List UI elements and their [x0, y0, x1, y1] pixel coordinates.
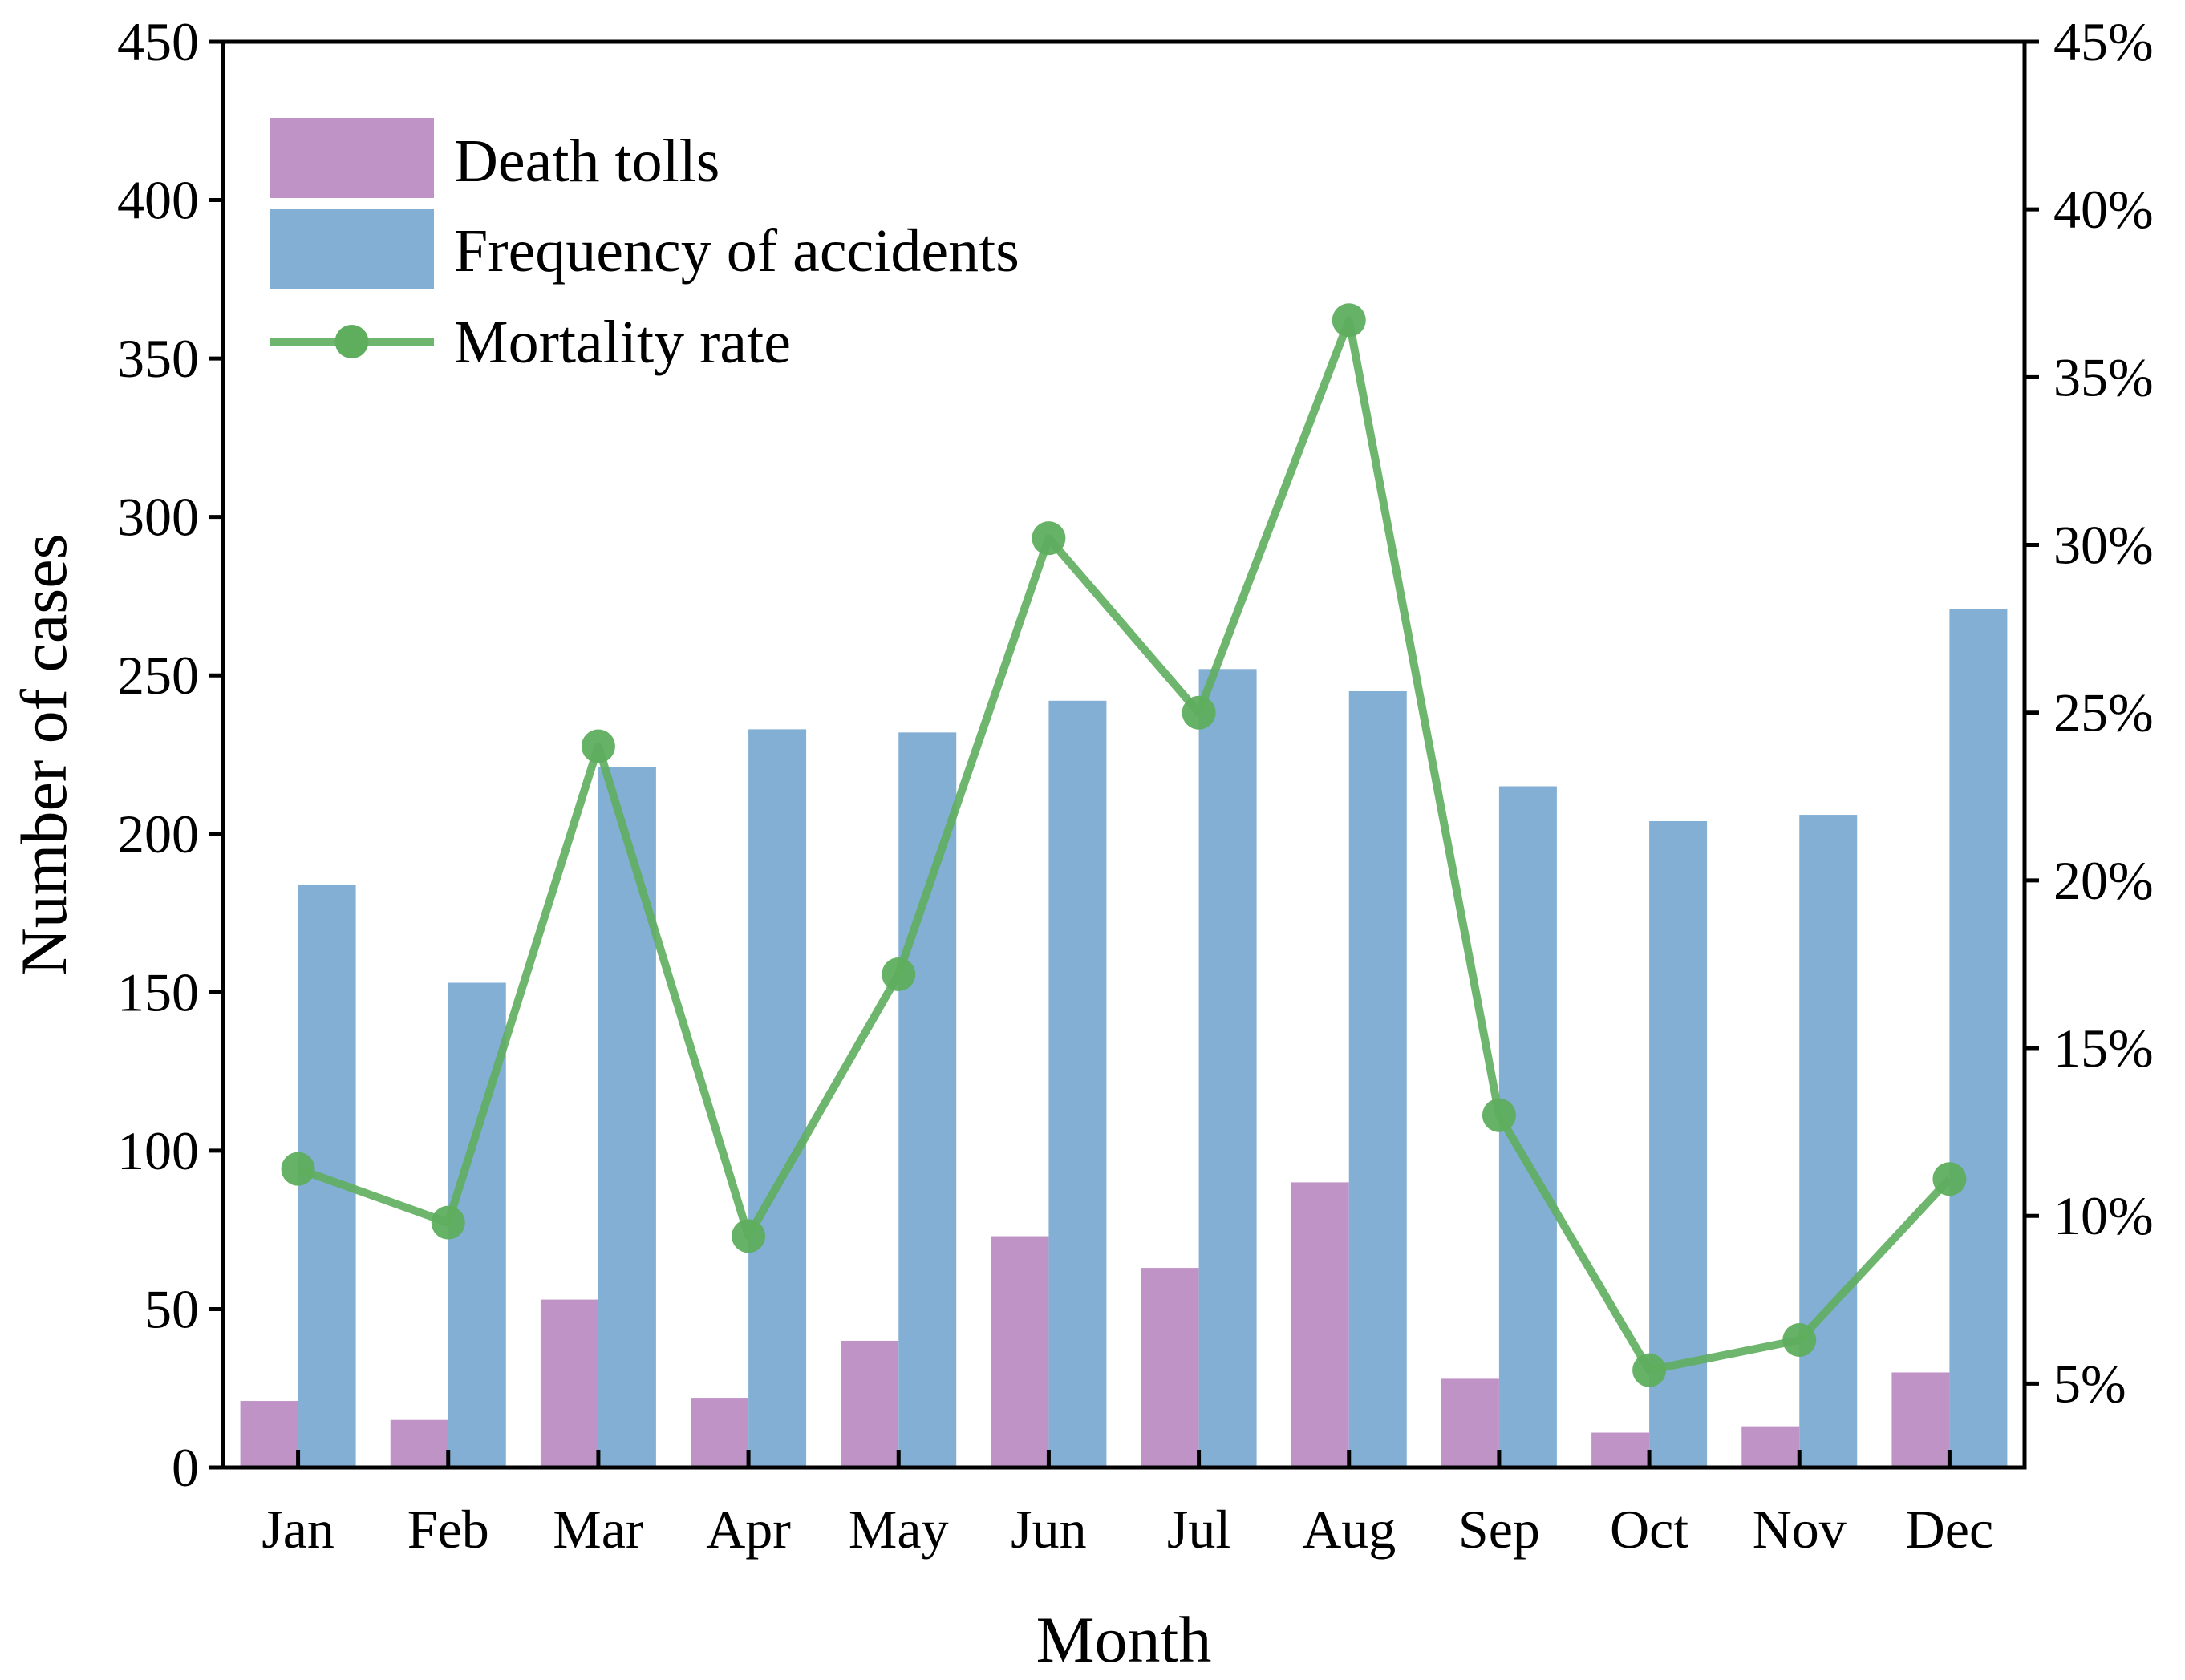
x-tick-label: Aug: [1302, 1499, 1396, 1560]
bar-death-tolls: [1891, 1372, 1950, 1467]
point-mortality-rate: [1332, 303, 1366, 338]
x-tick-label: Oct: [1610, 1499, 1688, 1560]
x-axis-title: Month: [1036, 1603, 1212, 1676]
y2-tick-label: 10%: [2053, 1185, 2154, 1246]
bar-frequency-of-accidents: [1949, 609, 2008, 1467]
y-axis-title: Number of cases: [7, 533, 80, 975]
bar-frequency-of-accidents: [1348, 690, 1407, 1467]
legend-swatch-death-tolls: [270, 118, 434, 198]
x-tick-label: Feb: [407, 1499, 489, 1560]
bar-frequency-of-accidents: [898, 732, 957, 1467]
bar-death-tolls: [991, 1236, 1049, 1467]
point-mortality-rate: [1782, 1323, 1817, 1358]
line-mortality-rate: [296, 316, 1953, 1374]
bar-death-tolls: [1141, 1268, 1199, 1467]
bar-death-tolls: [1741, 1426, 1800, 1467]
bar-death-tolls: [240, 1401, 298, 1467]
y-tick-label: 250: [117, 645, 199, 706]
y2-tick-label: 30%: [2053, 515, 2154, 576]
x-tick-label: Jun: [1011, 1499, 1086, 1560]
bar-frequency-of-accidents: [598, 767, 656, 1467]
bar-death-tolls: [841, 1340, 899, 1467]
legend-label-death-tolls: Death tolls: [454, 128, 720, 195]
bar-death-tolls: [1441, 1378, 1499, 1467]
y2-tick-label: 15%: [2053, 1018, 2154, 1079]
y-tick-label: 400: [117, 170, 199, 231]
y2-tick-label: 35%: [2053, 346, 2154, 407]
bar-death-tolls: [691, 1398, 749, 1467]
point-mortality-rate: [431, 1205, 465, 1240]
y-tick-label: 450: [117, 11, 199, 72]
y-tick-label: 350: [117, 328, 199, 389]
x-tick-label: Jul: [1167, 1499, 1230, 1560]
y-tick-label: 0: [172, 1437, 199, 1498]
y2-tick-label: 40%: [2053, 179, 2154, 240]
x-tick-label: Dec: [1906, 1499, 1993, 1560]
bar-death-tolls: [1591, 1432, 1650, 1467]
x-tick-label: Apr: [706, 1499, 791, 1560]
y-tick-label: 150: [117, 961, 199, 1022]
plot-frame: [221, 39, 2027, 1470]
legend-marker-mortality-rate: [334, 325, 369, 358]
y2-tick-label: 25%: [2053, 682, 2154, 743]
bar-death-tolls: [540, 1299, 598, 1467]
legend-swatch-frequency-of-accidents: [270, 209, 434, 289]
bar-frequency-of-accidents: [1799, 815, 1858, 1467]
point-mortality-rate: [1632, 1353, 1667, 1387]
point-mortality-rate: [1182, 695, 1216, 730]
y-tick-label: 50: [144, 1278, 199, 1339]
bar-frequency-of-accidents: [748, 729, 807, 1467]
bar-death-tolls: [1291, 1182, 1349, 1467]
y2-tick-label: 45%: [2053, 11, 2154, 72]
point-mortality-rate: [732, 1219, 766, 1253]
point-mortality-rate: [882, 957, 916, 992]
x-tick-label: May: [849, 1499, 949, 1560]
x-tick-label: Mar: [553, 1499, 644, 1560]
bar-frequency-of-accidents: [1048, 700, 1107, 1467]
y2-tick-label: 20%: [2053, 850, 2154, 911]
y-tick-label: 200: [117, 804, 199, 864]
x-tick-label: Sep: [1458, 1499, 1540, 1560]
point-mortality-rate: [1032, 521, 1066, 556]
bar-death-tolls: [390, 1419, 448, 1467]
y-tick-label: 300: [117, 487, 199, 548]
legend-label-frequency-of-accidents: Frequency of accidents: [454, 217, 1020, 285]
x-tick-label: Jan: [261, 1499, 334, 1560]
y2-tick-label: 5%: [2053, 1353, 2126, 1414]
legend-label-mortality-rate: Mortality rate: [454, 309, 791, 376]
bar-frequency-of-accidents: [1198, 669, 1257, 1467]
point-mortality-rate: [1482, 1098, 1516, 1132]
point-mortality-rate: [581, 729, 615, 763]
y-tick-label: 100: [117, 1120, 199, 1181]
point-mortality-rate: [1932, 1162, 1967, 1196]
point-mortality-rate: [281, 1152, 315, 1186]
x-tick-label: Nov: [1753, 1499, 1847, 1560]
